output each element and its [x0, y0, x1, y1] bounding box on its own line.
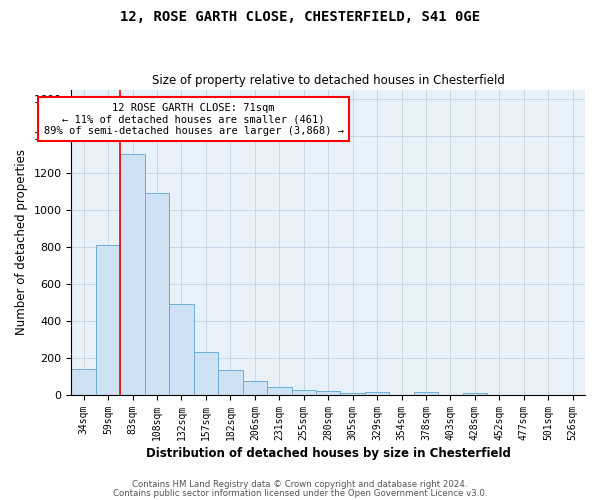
- Text: 12, ROSE GARTH CLOSE, CHESTERFIELD, S41 0GE: 12, ROSE GARTH CLOSE, CHESTERFIELD, S41 …: [120, 10, 480, 24]
- Bar: [463, 393, 487, 395]
- Text: 12 ROSE GARTH CLOSE: 71sqm
← 11% of detached houses are smaller (461)
89% of sem: 12 ROSE GARTH CLOSE: 71sqm ← 11% of deta…: [44, 102, 344, 136]
- Text: Contains HM Land Registry data © Crown copyright and database right 2024.: Contains HM Land Registry data © Crown c…: [132, 480, 468, 489]
- Bar: [267, 387, 292, 395]
- Bar: [365, 392, 389, 395]
- Text: Contains public sector information licensed under the Open Government Licence v3: Contains public sector information licen…: [113, 488, 487, 498]
- Bar: [316, 392, 340, 395]
- Bar: [71, 369, 96, 395]
- Bar: [121, 154, 145, 395]
- Title: Size of property relative to detached houses in Chesterfield: Size of property relative to detached ho…: [152, 74, 505, 87]
- Bar: [414, 392, 438, 395]
- Bar: [340, 393, 365, 395]
- X-axis label: Distribution of detached houses by size in Chesterfield: Distribution of detached houses by size …: [146, 447, 511, 460]
- Bar: [96, 245, 121, 395]
- Bar: [242, 381, 267, 395]
- Bar: [292, 390, 316, 395]
- Bar: [194, 352, 218, 395]
- Bar: [218, 370, 242, 395]
- Bar: [145, 193, 169, 395]
- Bar: [169, 304, 194, 395]
- Y-axis label: Number of detached properties: Number of detached properties: [15, 150, 28, 336]
